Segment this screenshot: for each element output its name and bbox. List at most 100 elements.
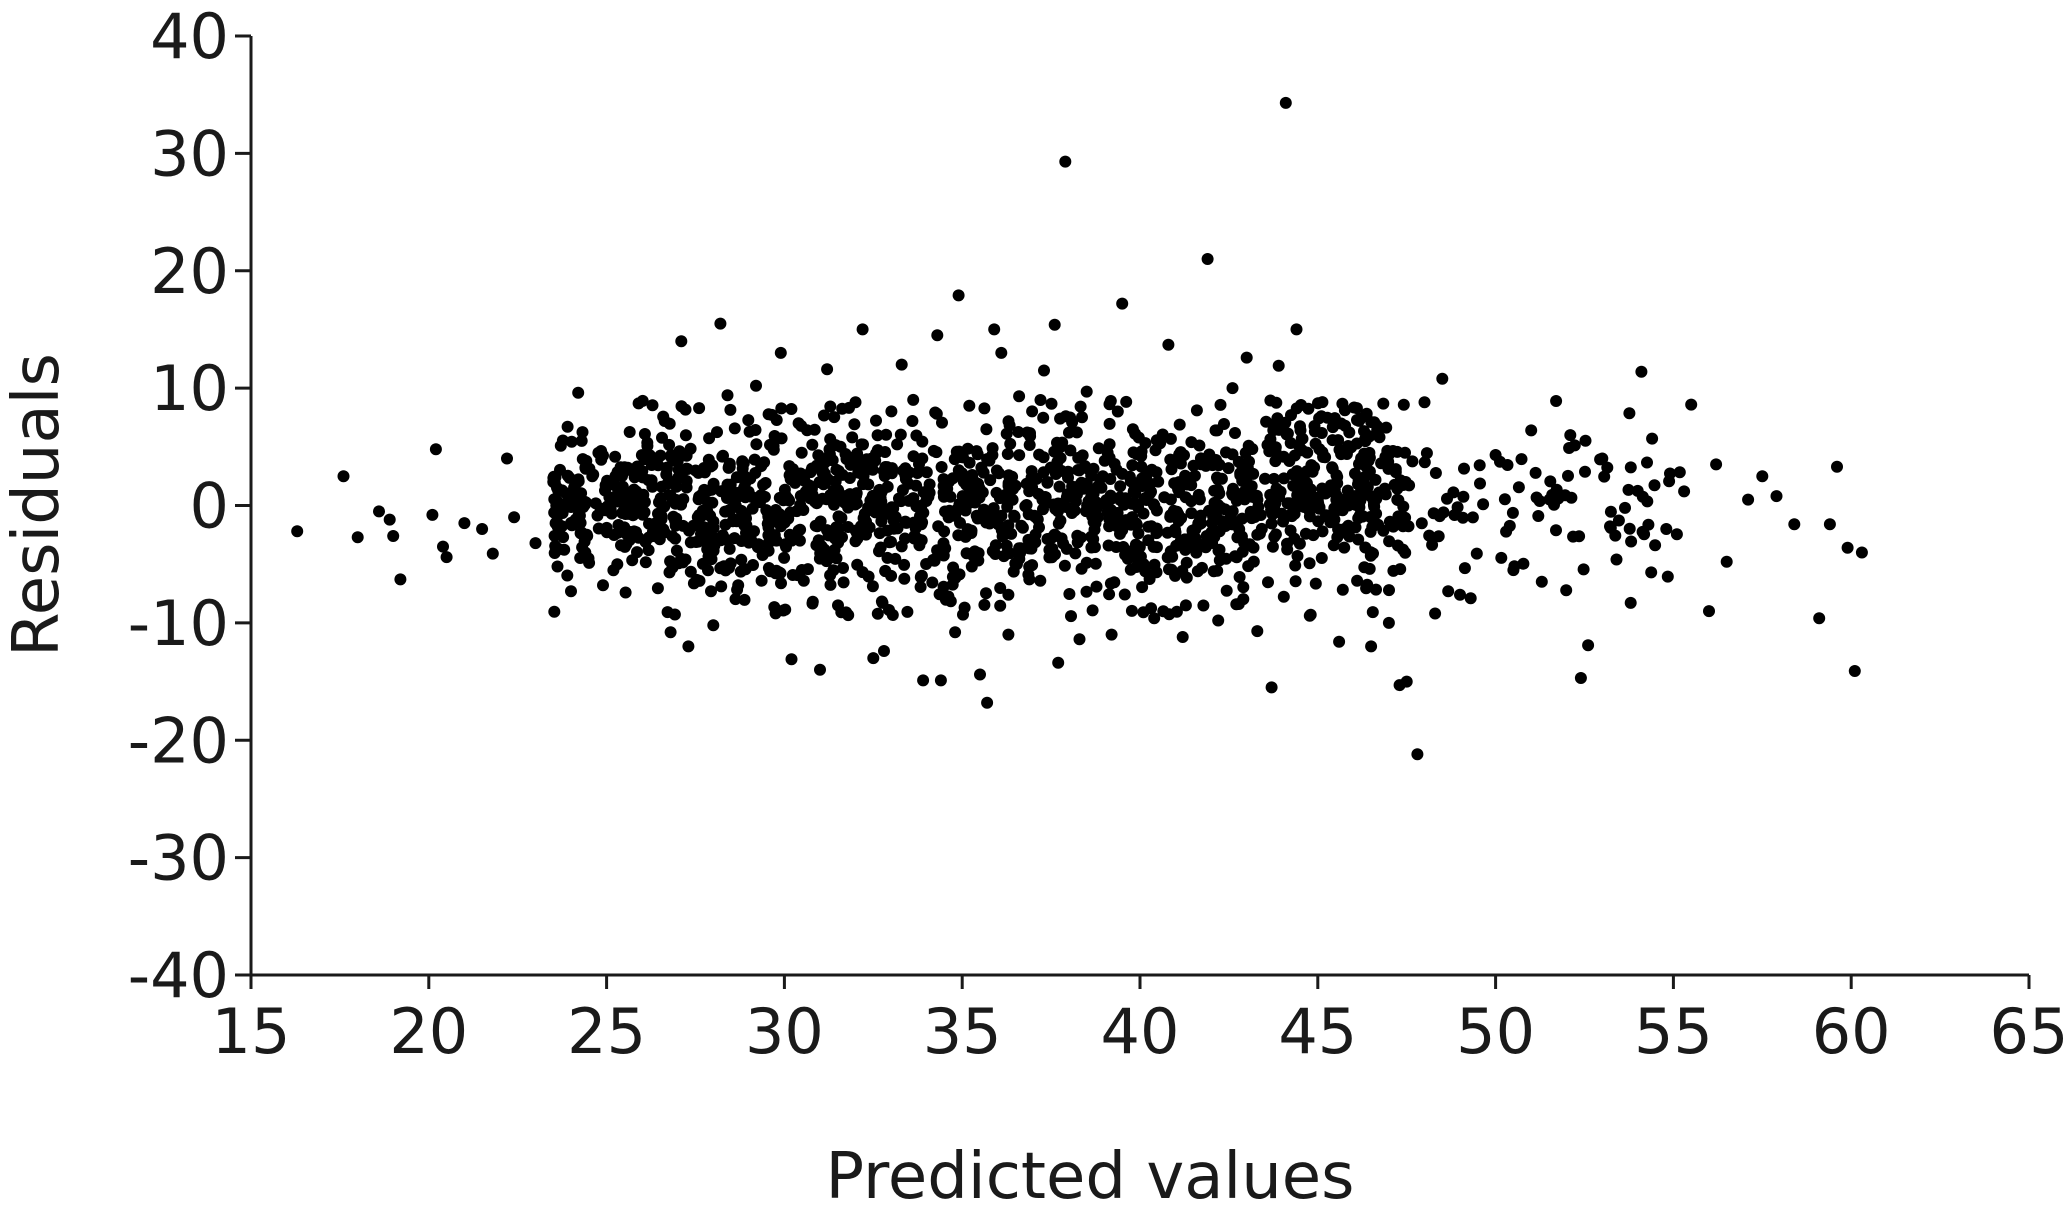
data-point xyxy=(1550,395,1563,407)
data-point xyxy=(703,432,716,445)
data-point xyxy=(693,402,706,415)
data-point xyxy=(529,537,542,550)
data-point xyxy=(722,460,735,473)
data-point xyxy=(1108,576,1121,589)
data-point xyxy=(851,447,864,460)
data-point xyxy=(1296,432,1309,445)
data-point xyxy=(1016,521,1029,534)
data-point xyxy=(1178,533,1191,546)
y-tick-label: -20 xyxy=(128,704,229,777)
data-point xyxy=(1415,517,1428,530)
data-point xyxy=(1142,534,1155,547)
data-point xyxy=(1039,497,1052,509)
data-point xyxy=(1370,419,1383,432)
data-point xyxy=(615,522,627,535)
data-point xyxy=(658,415,671,427)
data-point xyxy=(1604,505,1617,518)
data-point xyxy=(1342,519,1355,532)
data-point xyxy=(1128,543,1141,556)
data-point xyxy=(1116,297,1129,310)
data-point xyxy=(883,536,896,549)
data-point xyxy=(774,346,787,359)
data-point xyxy=(1720,555,1733,568)
data-point xyxy=(1399,476,1412,488)
data-point xyxy=(1298,501,1311,513)
data-point xyxy=(1299,527,1312,540)
data-point xyxy=(1703,605,1715,618)
data-point xyxy=(609,450,622,463)
data-point xyxy=(1397,398,1410,411)
data-point xyxy=(963,399,976,412)
data-point xyxy=(1251,625,1264,638)
data-point xyxy=(1019,500,1032,513)
data-point xyxy=(597,449,609,462)
data-point xyxy=(714,317,727,330)
data-point xyxy=(1360,582,1373,595)
data-point xyxy=(983,454,996,467)
data-point xyxy=(832,536,845,549)
data-point xyxy=(1432,530,1445,543)
data-point xyxy=(775,432,788,445)
data-point xyxy=(1237,581,1250,594)
data-point xyxy=(990,464,1003,477)
data-point xyxy=(1381,444,1394,457)
x-tick-label: 45 xyxy=(1278,995,1357,1068)
data-point xyxy=(1636,525,1649,538)
data-point xyxy=(1037,411,1050,424)
x-tick-label: 55 xyxy=(1634,995,1713,1068)
data-point xyxy=(1473,459,1486,472)
data-point xyxy=(879,461,892,473)
data-point xyxy=(1266,508,1279,521)
data-point xyxy=(1458,462,1470,475)
data-point xyxy=(860,453,873,466)
data-point xyxy=(1191,565,1204,578)
data-point xyxy=(692,466,705,479)
data-point xyxy=(1277,590,1290,603)
data-point xyxy=(1550,524,1562,537)
data-point xyxy=(1132,527,1145,540)
data-point xyxy=(373,505,385,518)
data-point xyxy=(937,549,950,562)
data-point xyxy=(794,489,807,502)
data-point xyxy=(1648,479,1661,492)
data-point xyxy=(665,476,678,488)
data-point xyxy=(775,402,788,415)
data-point xyxy=(907,393,920,406)
data-point xyxy=(1111,405,1124,418)
data-point xyxy=(651,582,664,595)
data-point xyxy=(729,593,742,606)
data-point xyxy=(901,605,914,618)
data-point xyxy=(835,606,848,619)
y-ticks: 40 30 20 10 0 -10 -20 -30 -40 xyxy=(128,0,251,1012)
data-point xyxy=(1130,517,1143,530)
data-point xyxy=(862,570,875,583)
data-point xyxy=(1331,477,1344,490)
data-point xyxy=(1326,461,1339,474)
data-point xyxy=(1013,449,1026,462)
y-tick-label: -30 xyxy=(128,822,229,895)
data-point xyxy=(1087,533,1100,546)
data-point xyxy=(1670,528,1683,541)
data-point xyxy=(1343,530,1356,543)
data-point xyxy=(632,397,645,410)
data-point xyxy=(383,513,396,526)
data-point xyxy=(1206,537,1219,549)
data-point xyxy=(1364,489,1377,502)
data-point xyxy=(665,451,678,464)
data-point xyxy=(1263,445,1276,458)
data-point xyxy=(1179,599,1192,612)
data-point xyxy=(1136,581,1149,594)
data-point xyxy=(675,335,688,348)
data-point xyxy=(1387,564,1400,577)
data-point xyxy=(1049,468,1062,480)
data-point xyxy=(1114,527,1126,540)
data-point xyxy=(1456,511,1469,524)
data-point xyxy=(1082,495,1095,508)
data-point xyxy=(1208,484,1221,497)
data-point xyxy=(1685,398,1698,411)
data-point xyxy=(1098,454,1111,467)
data-point xyxy=(742,414,755,427)
data-point xyxy=(669,532,682,545)
data-point xyxy=(1442,585,1455,598)
data-point xyxy=(1420,447,1433,460)
